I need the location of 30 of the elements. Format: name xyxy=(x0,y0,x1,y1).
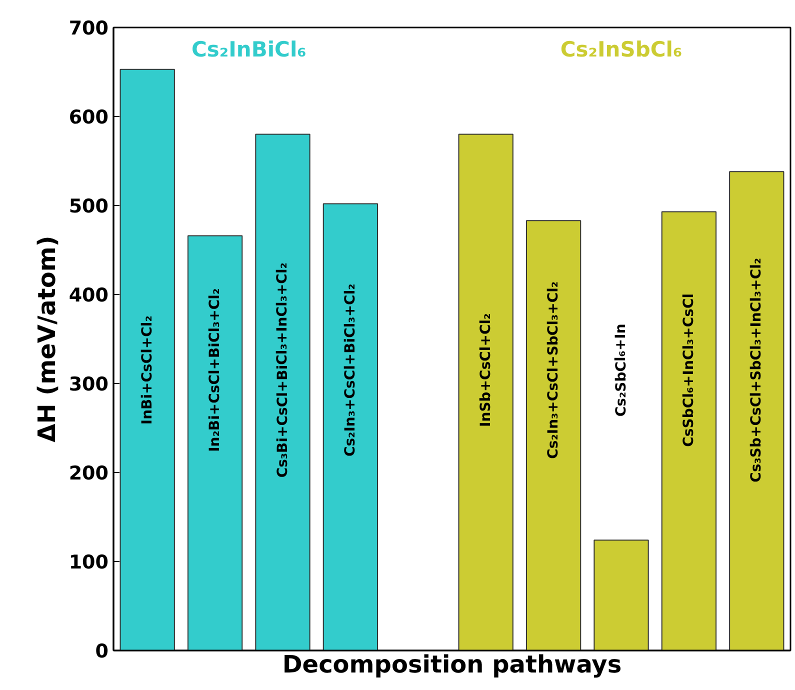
x-axis-title: Decomposition pathways xyxy=(282,650,622,678)
bar xyxy=(661,211,717,650)
x-tick-label: CsSbCl₆+InCl₃+CsCl xyxy=(680,293,697,447)
bar xyxy=(729,171,784,650)
y-tick-label: 600 xyxy=(68,106,109,128)
bar xyxy=(594,540,649,650)
bar xyxy=(187,235,243,650)
x-tick-label: In₂Bi+CsCl+BiCl₃+Cl₂ xyxy=(207,288,224,452)
bar xyxy=(255,134,310,650)
bar xyxy=(526,220,582,650)
bar xyxy=(120,68,175,650)
y-tick-label: 100 xyxy=(68,552,109,574)
bar xyxy=(322,203,378,650)
y-tick-label: 0 xyxy=(95,640,109,662)
text: Cs₂InSbCl₆ xyxy=(560,37,682,62)
series-label: Cs₂InBiCl₆ xyxy=(191,37,306,62)
x-tick-label: InBi+CsCl+Cl₂ xyxy=(139,316,156,425)
bar xyxy=(458,134,514,650)
x-tick-label: Cs₂In₃+CsCl+SbCl₃+Cl₂ xyxy=(546,281,562,459)
y-tick-label: 200 xyxy=(68,462,109,484)
y-tick-label: 700 xyxy=(68,18,109,40)
x-tick-label: InSb+CsCl+Cl₂ xyxy=(478,313,494,427)
y-tick-label: 500 xyxy=(68,196,109,218)
y-tick-label: 400 xyxy=(68,284,109,306)
x-tick-label: Cs₃Sb+CsCl+SbCl₃+InCl₃+Cl₂ xyxy=(748,258,765,482)
x-tick-label: Cs₃Bi+CsCl+BiCl₃+InCl₃+Cl₂ xyxy=(274,262,291,478)
y-axis-title: ΔH (meV/atom) xyxy=(32,236,61,442)
x-tick-label: Cs₂In₃+CsCl+BiCl₃+Cl₂ xyxy=(342,284,358,457)
x-tick-label: Cs₂SbCl₆+In xyxy=(613,324,630,417)
y-tick-label: 300 xyxy=(68,374,109,396)
